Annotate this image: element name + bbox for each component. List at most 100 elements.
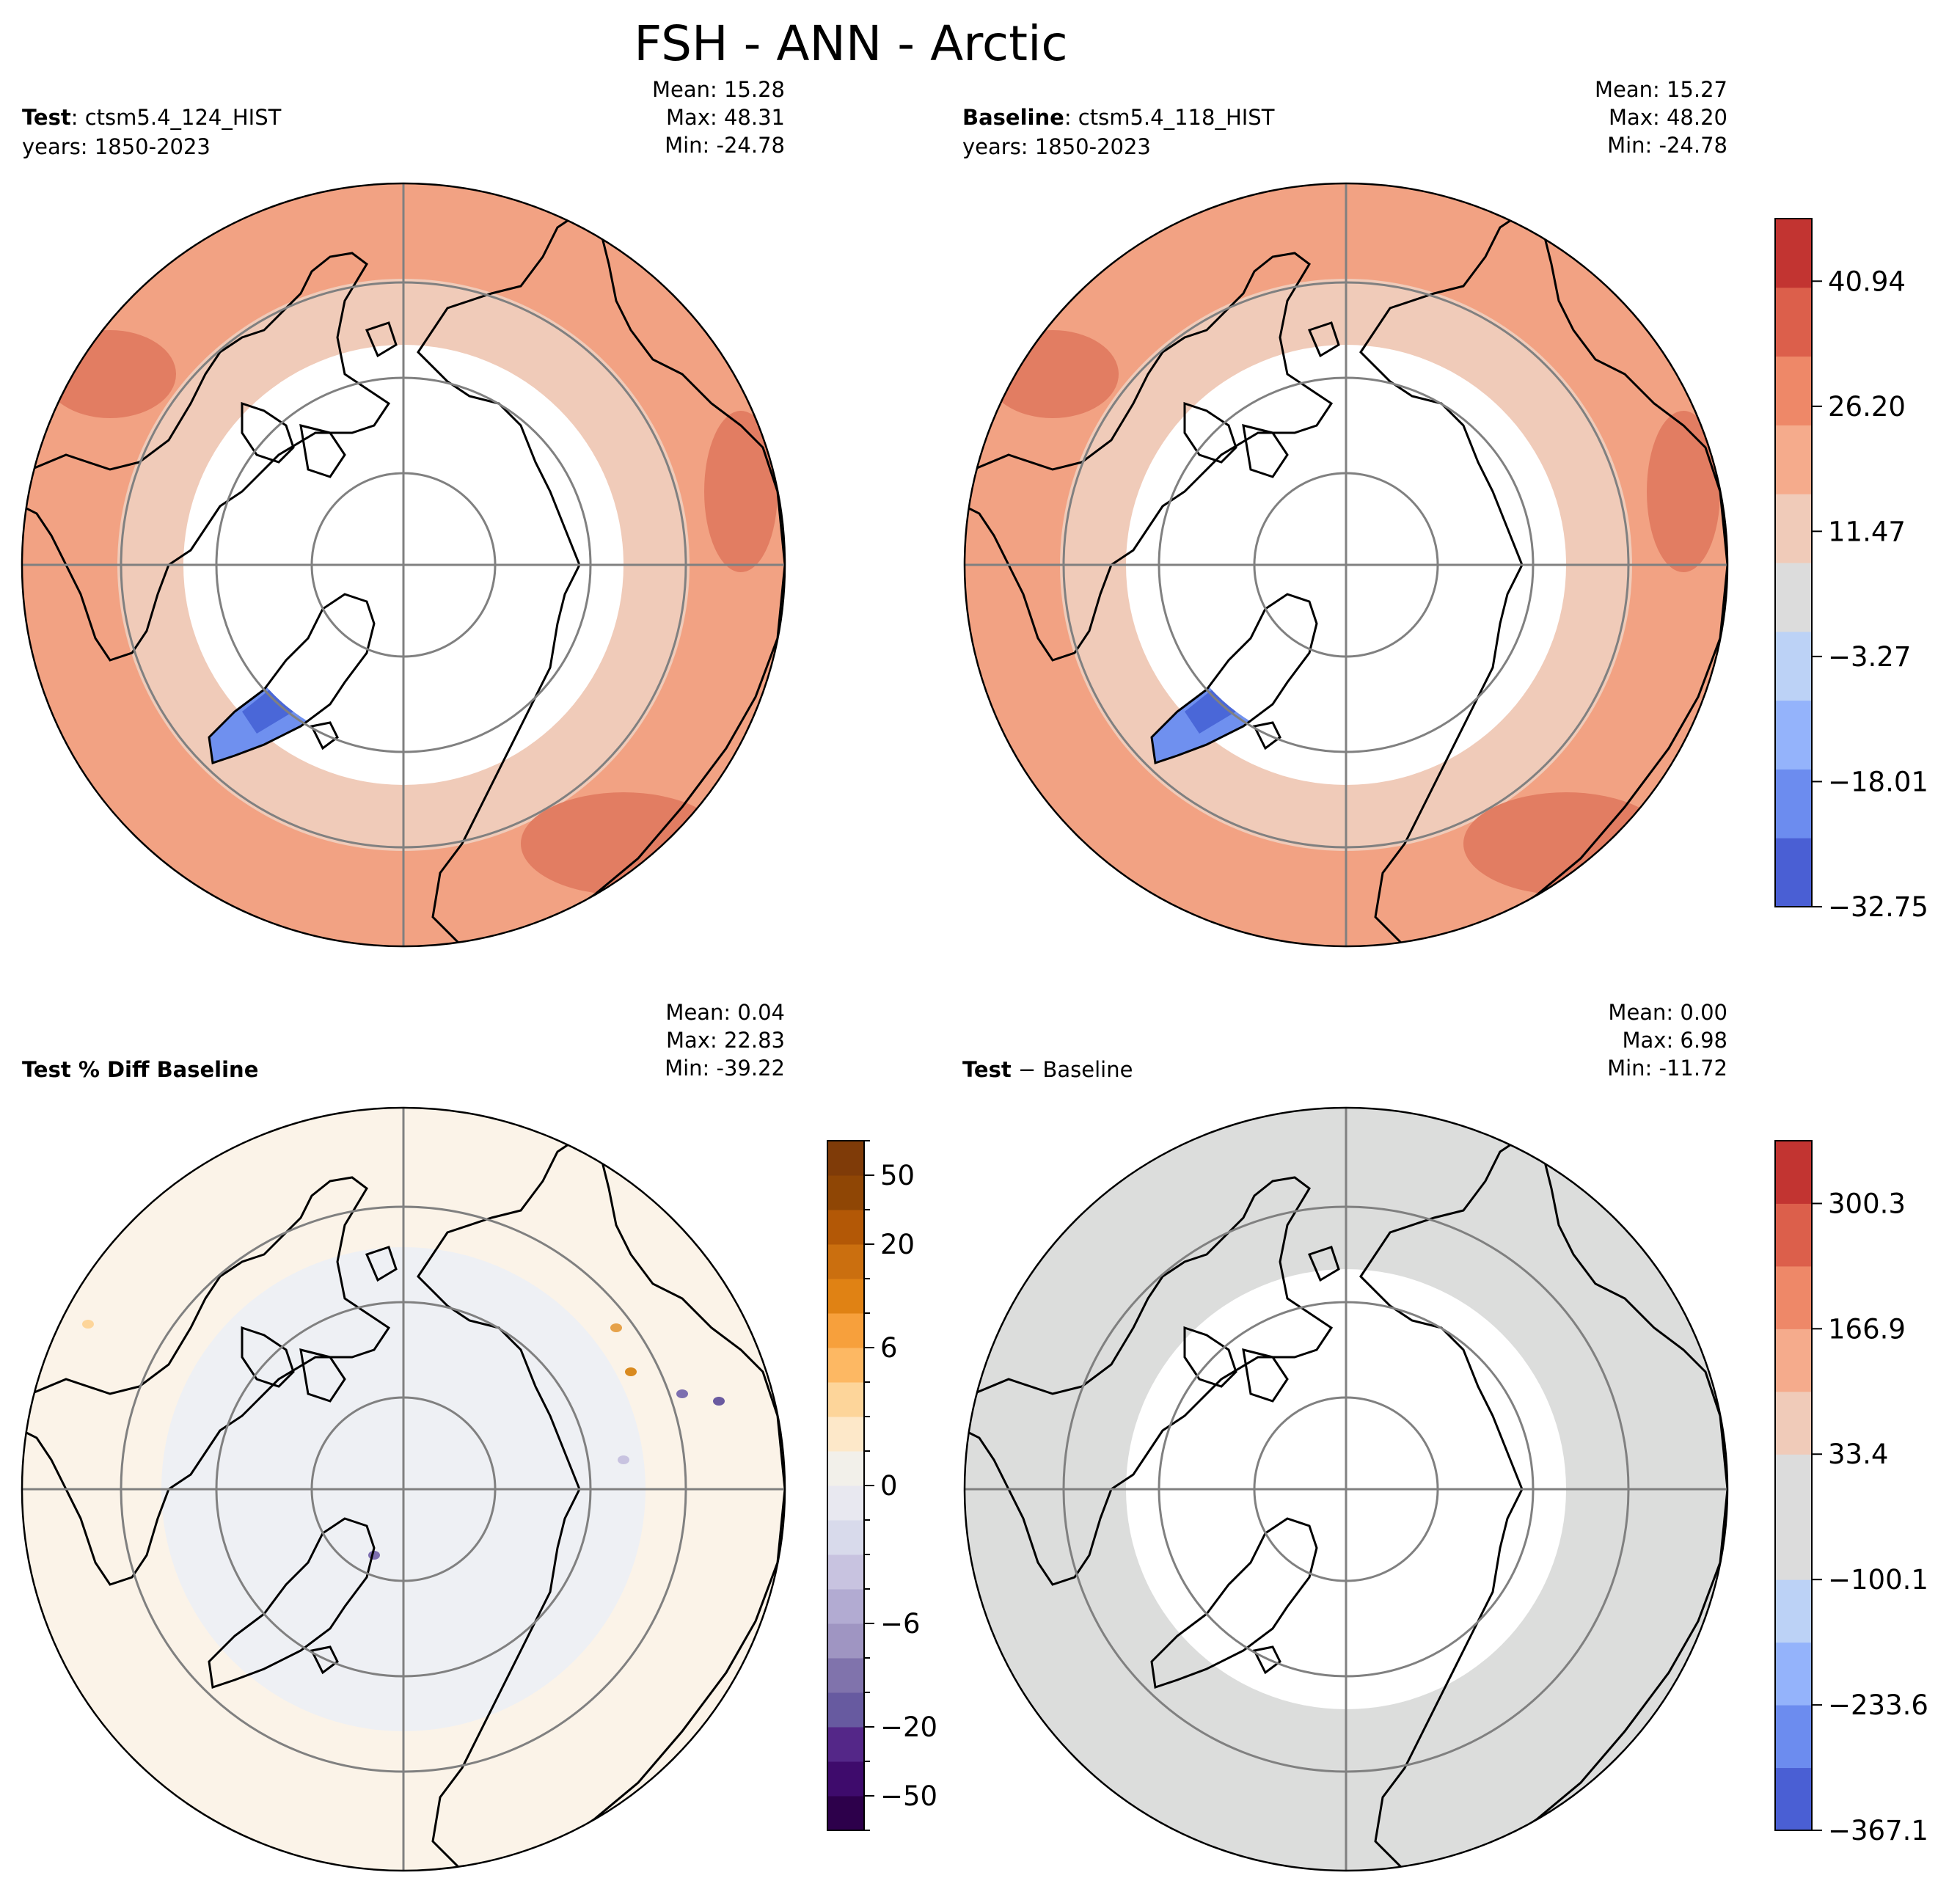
colorbar-tick-label: −233.6 — [1828, 1689, 1928, 1721]
colorbar-swatch — [1775, 1579, 1812, 1643]
colorbar-tick-label: 33.4 — [1828, 1439, 1888, 1470]
colorbar-swatch — [1775, 1705, 1812, 1769]
pct-speckle — [82, 1320, 94, 1329]
colorbar-tick-label: 40.94 — [1828, 266, 1906, 297]
colorbar-swatch — [1775, 1265, 1812, 1329]
panel-years: years: 1850-2023 — [962, 134, 1151, 159]
coastline-isl2 — [1242, 1348, 1289, 1403]
coastline-isl3 — [365, 1246, 398, 1282]
field-patch — [1647, 411, 1720, 572]
colorbar-swatch — [827, 1658, 864, 1693]
polar-map — [21, 1106, 786, 1872]
coastline-gl — [1150, 1517, 1318, 1689]
coastline-isl3 — [1307, 1246, 1340, 1282]
panel-label: Test: ctsm5.4_124_HIST — [22, 105, 282, 130]
colorbar-swatch — [827, 1313, 864, 1348]
colorbar-swatch — [827, 1382, 864, 1417]
colorbar-swatch — [1775, 1642, 1812, 1706]
panel-label: Baseline: ctsm5.4_118_HIST — [962, 105, 1275, 130]
coastline-na — [22, 1176, 391, 1586]
panel-label-case: − Baseline — [1012, 1057, 1133, 1082]
polar-map — [21, 182, 786, 948]
colorbar-swatch — [1775, 356, 1812, 425]
coastline-isl1 — [241, 401, 295, 464]
map-border — [963, 1106, 1729, 1872]
coastline-isl1 — [1183, 1326, 1237, 1388]
colorbar-tick-label: 0 — [880, 1470, 898, 1502]
panel-stat: Max: 22.83 — [666, 1028, 785, 1053]
colorbar-swatch — [827, 1623, 864, 1659]
colorbar-frame — [1774, 1140, 1813, 1831]
coastline-isl3 — [1307, 321, 1340, 358]
colorbar-tick-label: 300.3 — [1828, 1188, 1906, 1220]
pct-speckle — [618, 1455, 629, 1464]
colorbar-swatch — [1775, 631, 1812, 701]
colorbar-swatch — [1775, 494, 1812, 563]
panel-label-case: : ctsm5.4_118_HIST — [1064, 105, 1275, 130]
colorbar-swatch — [1775, 1203, 1812, 1267]
graticule — [965, 183, 1727, 946]
coastlines — [965, 1136, 1727, 1871]
graticule — [22, 183, 785, 946]
map-panel-baseline: Baseline: ctsm5.4_118_HIST years: 1850-20… — [962, 77, 1729, 948]
colorbar-swatch — [1775, 287, 1812, 357]
pct-speckle — [625, 1367, 637, 1376]
coastline-isl4 — [310, 721, 339, 750]
panel-label-case: : ctsm5.4_124_HIST — [71, 105, 282, 130]
coastline-isl4 — [310, 1645, 339, 1675]
polar-map — [963, 1106, 1729, 1872]
colorbar-swatch — [1775, 769, 1812, 838]
colorbar-swatch — [1775, 1329, 1812, 1392]
colorbar-main: −32.75 −18.01 −3.27 11.47 26.20 40.94 — [1774, 218, 1928, 923]
colorbar-swatch — [827, 1727, 864, 1762]
panel-years: years: 1850-2023 — [22, 134, 211, 159]
colorbar-tick-label: −50 — [880, 1780, 937, 1812]
panel-stat: Max: 48.20 — [1609, 105, 1727, 130]
panel-label: Test − Baseline — [962, 1057, 1133, 1082]
coastline-isl2 — [1242, 423, 1289, 478]
colorbar-swatch — [827, 1279, 864, 1314]
colorbar-frame — [1774, 218, 1813, 907]
panel-stat: Mean: 15.28 — [652, 77, 785, 102]
coastlines — [965, 211, 1727, 946]
colorbar-swatch — [1775, 1141, 1812, 1204]
coastline-isl1 — [1183, 401, 1237, 464]
panel-stat: Min: -39.22 — [665, 1056, 785, 1081]
colorbar-swatch — [827, 1417, 864, 1452]
map-panel-diff: Test − Baseline Mean: 0.00 Max: 6.98 Min: -… — [962, 1000, 1729, 1872]
panel-stat: Min: -24.78 — [665, 133, 785, 158]
panel-label-bold: Test — [22, 105, 71, 130]
panel-stat: Mean: 15.27 — [1595, 77, 1727, 102]
colorbar-swatch — [827, 1761, 864, 1797]
colorbar-swatch — [827, 1589, 864, 1624]
colorbar-swatch — [827, 1451, 864, 1486]
panel-label-bold: Test — [962, 1057, 1012, 1082]
panel-stat: Min: -11.72 — [1607, 1056, 1727, 1081]
colorbar-tick-label: −20 — [880, 1711, 937, 1743]
panel-stat: Mean: 0.00 — [1608, 1000, 1727, 1025]
colorbar-diff: −367.1 −233.6 −100.1 33.4 166.9 300.3 — [1774, 1140, 1928, 1846]
graticule — [22, 1108, 785, 1871]
field-patch — [44, 330, 176, 418]
figure-title: FSH - ANN - Arctic — [634, 15, 1067, 72]
colorbar-tick-label: −6 — [880, 1608, 921, 1640]
panel-label-bold: Test % Diff Baseline — [22, 1057, 258, 1082]
colorbar-swatch — [827, 1520, 864, 1555]
colorbar-swatch — [1775, 1516, 1812, 1580]
panel-label-bold: Baseline — [962, 105, 1064, 130]
colorbar-swatch — [827, 1175, 864, 1210]
colorbar-tick-label: 6 — [880, 1332, 898, 1364]
colorbar-swatch — [827, 1692, 864, 1728]
colorbar-tick-label: 166.9 — [1828, 1313, 1906, 1345]
coastline-gl — [208, 1517, 376, 1689]
coastline-isl1 — [241, 1326, 295, 1388]
panel-label: Test % Diff Baseline — [22, 1057, 258, 1082]
coastline-isl3 — [365, 321, 398, 358]
colorbar-swatch — [827, 1244, 864, 1279]
field-patch — [521, 792, 726, 895]
pct-speckle — [610, 1323, 622, 1332]
colorbar-swatch — [827, 1210, 864, 1245]
coastline-isl2 — [299, 1348, 346, 1403]
map-panel-pctdiff: Test % Diff Baseline Mean: 0.04 Max: 22.83… — [21, 1000, 786, 1872]
panel-stat: Min: -24.78 — [1607, 133, 1727, 158]
